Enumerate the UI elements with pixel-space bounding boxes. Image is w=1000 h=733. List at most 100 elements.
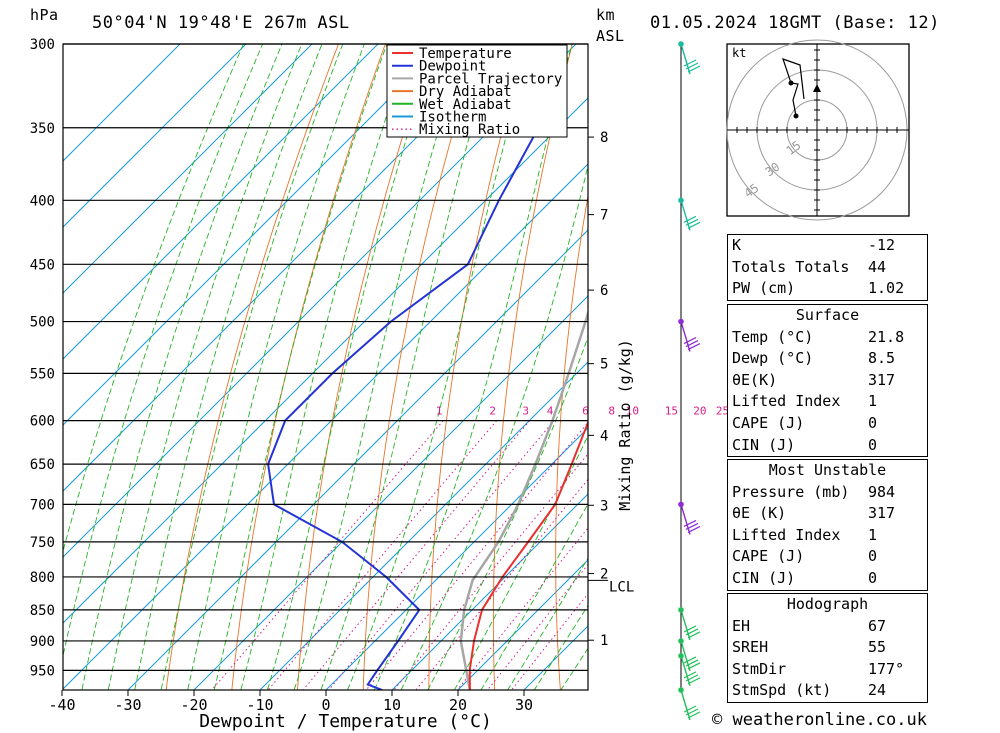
wind-barb-flag xyxy=(685,674,699,682)
pressure-tick-label: 950 xyxy=(30,663,55,679)
wind-barb xyxy=(678,197,701,231)
height-tick-label: 5 xyxy=(600,357,608,373)
pressure-tick-label: 450 xyxy=(30,257,55,273)
mixing-ratio-tick-label: 1 xyxy=(436,405,443,418)
mixing-ratio-line xyxy=(393,453,588,690)
stmdir-value: 177° xyxy=(868,659,905,678)
wind-barb-flag xyxy=(683,59,697,67)
surface-temp-label: Temp (°C) xyxy=(732,327,814,346)
isotherm-line xyxy=(457,559,588,690)
wet-adiabat-line xyxy=(63,44,244,553)
wet-adiabat-line xyxy=(293,44,466,690)
mixing-ratio-tick-label: 2 xyxy=(489,405,496,418)
wind-barb-shaft xyxy=(680,321,691,352)
wind-barb-shaft xyxy=(680,689,691,721)
isotherm-line xyxy=(63,44,379,360)
isotherm-line xyxy=(259,361,588,690)
surface-theta-label: θE(K) xyxy=(732,370,778,389)
sreh-value: 55 xyxy=(868,638,887,657)
wind-barb-flag xyxy=(685,659,699,667)
temperature-tick-label: -40 xyxy=(48,696,75,714)
wind-barb-flag xyxy=(687,65,701,73)
height-ref-label: ASL xyxy=(596,27,625,45)
wet-adiabat-line xyxy=(134,44,323,690)
mu-pressure-label: Pressure (mb) xyxy=(732,482,850,501)
surface-li-label: Lifted Index xyxy=(732,392,841,411)
isotherm-line xyxy=(63,44,181,162)
legend-label: Mixing Ratio xyxy=(419,122,520,138)
wind-barb-flag xyxy=(687,525,701,533)
credit-link[interactable]: © weatheronline.co.uk xyxy=(712,710,927,730)
hodograph-params-box: Hodograph EH 67 SREH 55 StmDir 177° StmSpd … xyxy=(727,593,928,703)
wet-adiabat-line xyxy=(240,44,412,690)
hodograph-start-dot xyxy=(793,113,799,119)
wind-barb-flag xyxy=(687,343,701,351)
mu-li-label: Lifted Index xyxy=(732,525,841,544)
hodograph-ring-label: 30 xyxy=(763,160,783,180)
dry-adiabat-line xyxy=(231,44,386,690)
surface-cape-label: CAPE (J) xyxy=(732,413,805,432)
temperature-tick-label: 20 xyxy=(449,696,467,714)
pressure-tick-label: 500 xyxy=(30,315,55,331)
lcl-label: LCL xyxy=(609,579,634,595)
wind-barb-shaft xyxy=(680,640,691,672)
wind-barbs xyxy=(678,41,701,721)
wet-adiabat-line xyxy=(266,44,438,690)
sounding-datetime: 01.05.2024 18GMT (Base: 12) xyxy=(650,13,940,33)
mu-theta-value: 317 xyxy=(868,504,896,523)
wind-barb-flag xyxy=(685,628,699,636)
temperature-tick-label: -10 xyxy=(246,696,273,714)
pressure-unit-label: hPa xyxy=(30,6,59,24)
wind-barb-flag xyxy=(687,631,701,639)
surface-box: Surface Temp (°C) 21.8 Dewp (°C) 8.5 θE(K)… xyxy=(727,304,928,458)
wind-barb-shaft xyxy=(680,609,691,641)
height-tick-label: 2 xyxy=(600,567,608,583)
surface-li-value: 1 xyxy=(868,392,878,411)
mixing-ratio-axis-title: Mixing Ratio (g/kg) xyxy=(616,339,634,511)
mu-cin-value: 0 xyxy=(868,568,878,587)
legend-box xyxy=(386,44,568,138)
hodograph-mid-dot xyxy=(788,80,794,86)
legend-label: Temperature xyxy=(419,46,512,62)
wind-barb xyxy=(678,687,701,721)
wind-barb-flag xyxy=(685,218,699,226)
isotherm-line xyxy=(127,229,588,690)
mixing-ratio-line xyxy=(511,592,588,690)
mixing-ratio-line xyxy=(328,420,555,690)
storm-motion-marker xyxy=(813,84,821,92)
isotherm-line xyxy=(63,163,588,690)
wind-barb-flag xyxy=(683,625,697,633)
mu-cape-value: 0 xyxy=(868,547,878,566)
mixing-ratio-tick-label: 4 xyxy=(547,405,554,418)
dry-adiabat-line xyxy=(428,44,527,690)
pressure-tick-label: 300 xyxy=(30,37,55,53)
temperature-tick-label: 30 xyxy=(515,696,533,714)
wet-adiabat-line xyxy=(107,44,303,690)
dry-adiabat-line xyxy=(555,193,588,690)
wind-barb-shaft xyxy=(680,43,691,75)
pressure-tick-label: 700 xyxy=(30,497,55,513)
dry-adiabat-line xyxy=(674,44,712,693)
wind-barb-flag xyxy=(687,221,701,229)
wind-barb-flag xyxy=(683,705,697,713)
wind-barb xyxy=(678,501,701,535)
hodograph-unit-label: kt xyxy=(732,46,746,60)
isotherm-line xyxy=(325,427,588,690)
mixing-ratio-tick-label: 8 xyxy=(608,405,615,418)
wind-barb-flag xyxy=(683,671,697,679)
temperature-tick-label: -30 xyxy=(114,696,141,714)
height-tick-label: 4 xyxy=(600,428,608,444)
pressure-tick-label: 400 xyxy=(30,193,55,209)
most-unstable-box: Most Unstable Pressure (mb) 984 θE (K) 317… xyxy=(727,459,928,591)
height-tick-label: 7 xyxy=(600,208,608,224)
pressure-tick-label: 650 xyxy=(30,457,55,473)
wet-adiabat-line xyxy=(63,44,264,658)
surface-cape-value: 0 xyxy=(868,413,878,432)
dry-adiabat-line xyxy=(943,44,1000,693)
eh-value: 67 xyxy=(868,616,887,635)
pw-value: 1.02 xyxy=(868,279,905,298)
eh-label: EH xyxy=(732,616,751,635)
mu-theta-label: θE (K) xyxy=(732,504,787,523)
isotherm-line xyxy=(63,44,577,558)
